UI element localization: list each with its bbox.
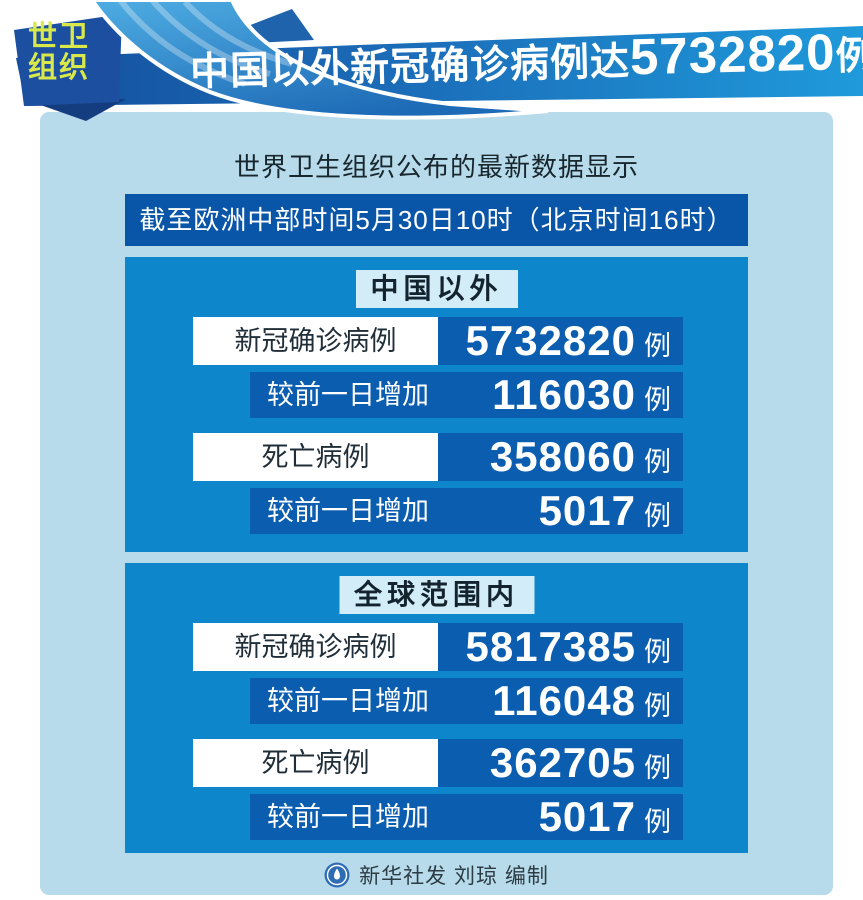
- xinhua-logo-icon: [324, 862, 350, 888]
- stat-label: 新冠确诊病例: [193, 317, 438, 365]
- who-badge: 世卫 组织: [28, 22, 90, 84]
- stat-value: 116048: [492, 677, 636, 724]
- stat-unit: 例: [644, 385, 671, 415]
- stat-label: 较前一日增加: [267, 496, 429, 526]
- stat-unit: 例: [644, 637, 671, 667]
- stat-value-bar: 5817385 例: [438, 623, 683, 671]
- footer-credit-text: 新华社发 刘琼 编制: [359, 865, 549, 888]
- stat-row-confirmed: 新冠确诊病例 5732820 例: [193, 317, 683, 365]
- stat-label: 较前一日增加: [267, 686, 429, 716]
- stat-row-daily-increase: 较前一日增加 116048 例: [250, 678, 683, 724]
- panel-global: 全球范围内 新冠确诊病例 5817385 例 较前一日增加 116048 例 死亡病例…: [125, 563, 748, 853]
- stat-value-bar: 358060 例: [438, 433, 683, 481]
- who-badge-line2: 组织: [28, 52, 91, 84]
- stat-label: 新冠确诊病例: [193, 623, 438, 671]
- time-bar: 截至欧洲中部时间5月30日10时（北京时间16时）: [125, 194, 748, 246]
- banner-title-suffix: 例: [835, 34, 863, 79]
- stat-value: 5732820: [465, 317, 636, 364]
- panel-title-badge: 全球范围内: [338, 576, 535, 614]
- who-badge-plate: [14, 14, 122, 106]
- panel-title-badge: 中国以外: [355, 270, 518, 308]
- stat-unit: 例: [644, 331, 671, 361]
- panel-outside-china: 中国以外 新冠确诊病例 5732820 例 较前一日增加 116030 例 死亡病例 …: [125, 257, 748, 552]
- stat-unit: 例: [644, 501, 671, 531]
- stat-value: 362705: [489, 739, 636, 786]
- stat-value: 116030: [492, 371, 636, 418]
- stat-row-daily-increase: 较前一日增加 116030 例: [250, 372, 683, 418]
- stat-label: 较前一日增加: [267, 802, 429, 832]
- stat-row-confirmed: 新冠确诊病例 5817385 例: [193, 623, 683, 671]
- banner-title-number: 5732820: [629, 23, 837, 86]
- stat-label: 较前一日增加: [267, 380, 429, 410]
- intro-text: 世界卫生组织公布的最新数据显示: [233, 152, 639, 182]
- stat-label: 死亡病例: [193, 739, 438, 787]
- who-badge-line1: 世卫: [28, 21, 91, 53]
- ribbon-swoosh: [89, 0, 549, 120]
- footer-credit: 新华社发 刘琼 编制: [40, 858, 833, 892]
- stat-value: 5017: [538, 793, 636, 840]
- stat-label: 死亡病例: [193, 433, 438, 481]
- stat-value: 5017: [538, 487, 636, 534]
- header-banner-art: [14, 0, 863, 121]
- stat-value-bar: 362705 例: [438, 739, 683, 787]
- stat-unit: 例: [644, 753, 671, 783]
- stat-unit: 例: [644, 447, 671, 477]
- swoosh-streaks: [117, 0, 293, 87]
- stat-value: 5817385: [465, 623, 636, 670]
- stat-value: 358060: [489, 433, 636, 480]
- banner-title-prefix: 中国以外新冠确诊病例达: [189, 40, 631, 95]
- stat-unit: 例: [644, 691, 671, 721]
- stat-row-daily-increase: 较前一日增加 5017 例: [250, 488, 683, 534]
- stat-unit: 例: [644, 807, 671, 837]
- stat-row-daily-increase: 较前一日增加 5017 例: [250, 794, 683, 840]
- stat-value-bar: 5732820 例: [438, 317, 683, 365]
- stat-row-deaths: 死亡病例 362705 例: [193, 739, 683, 787]
- stat-row-deaths: 死亡病例 358060 例: [193, 433, 683, 481]
